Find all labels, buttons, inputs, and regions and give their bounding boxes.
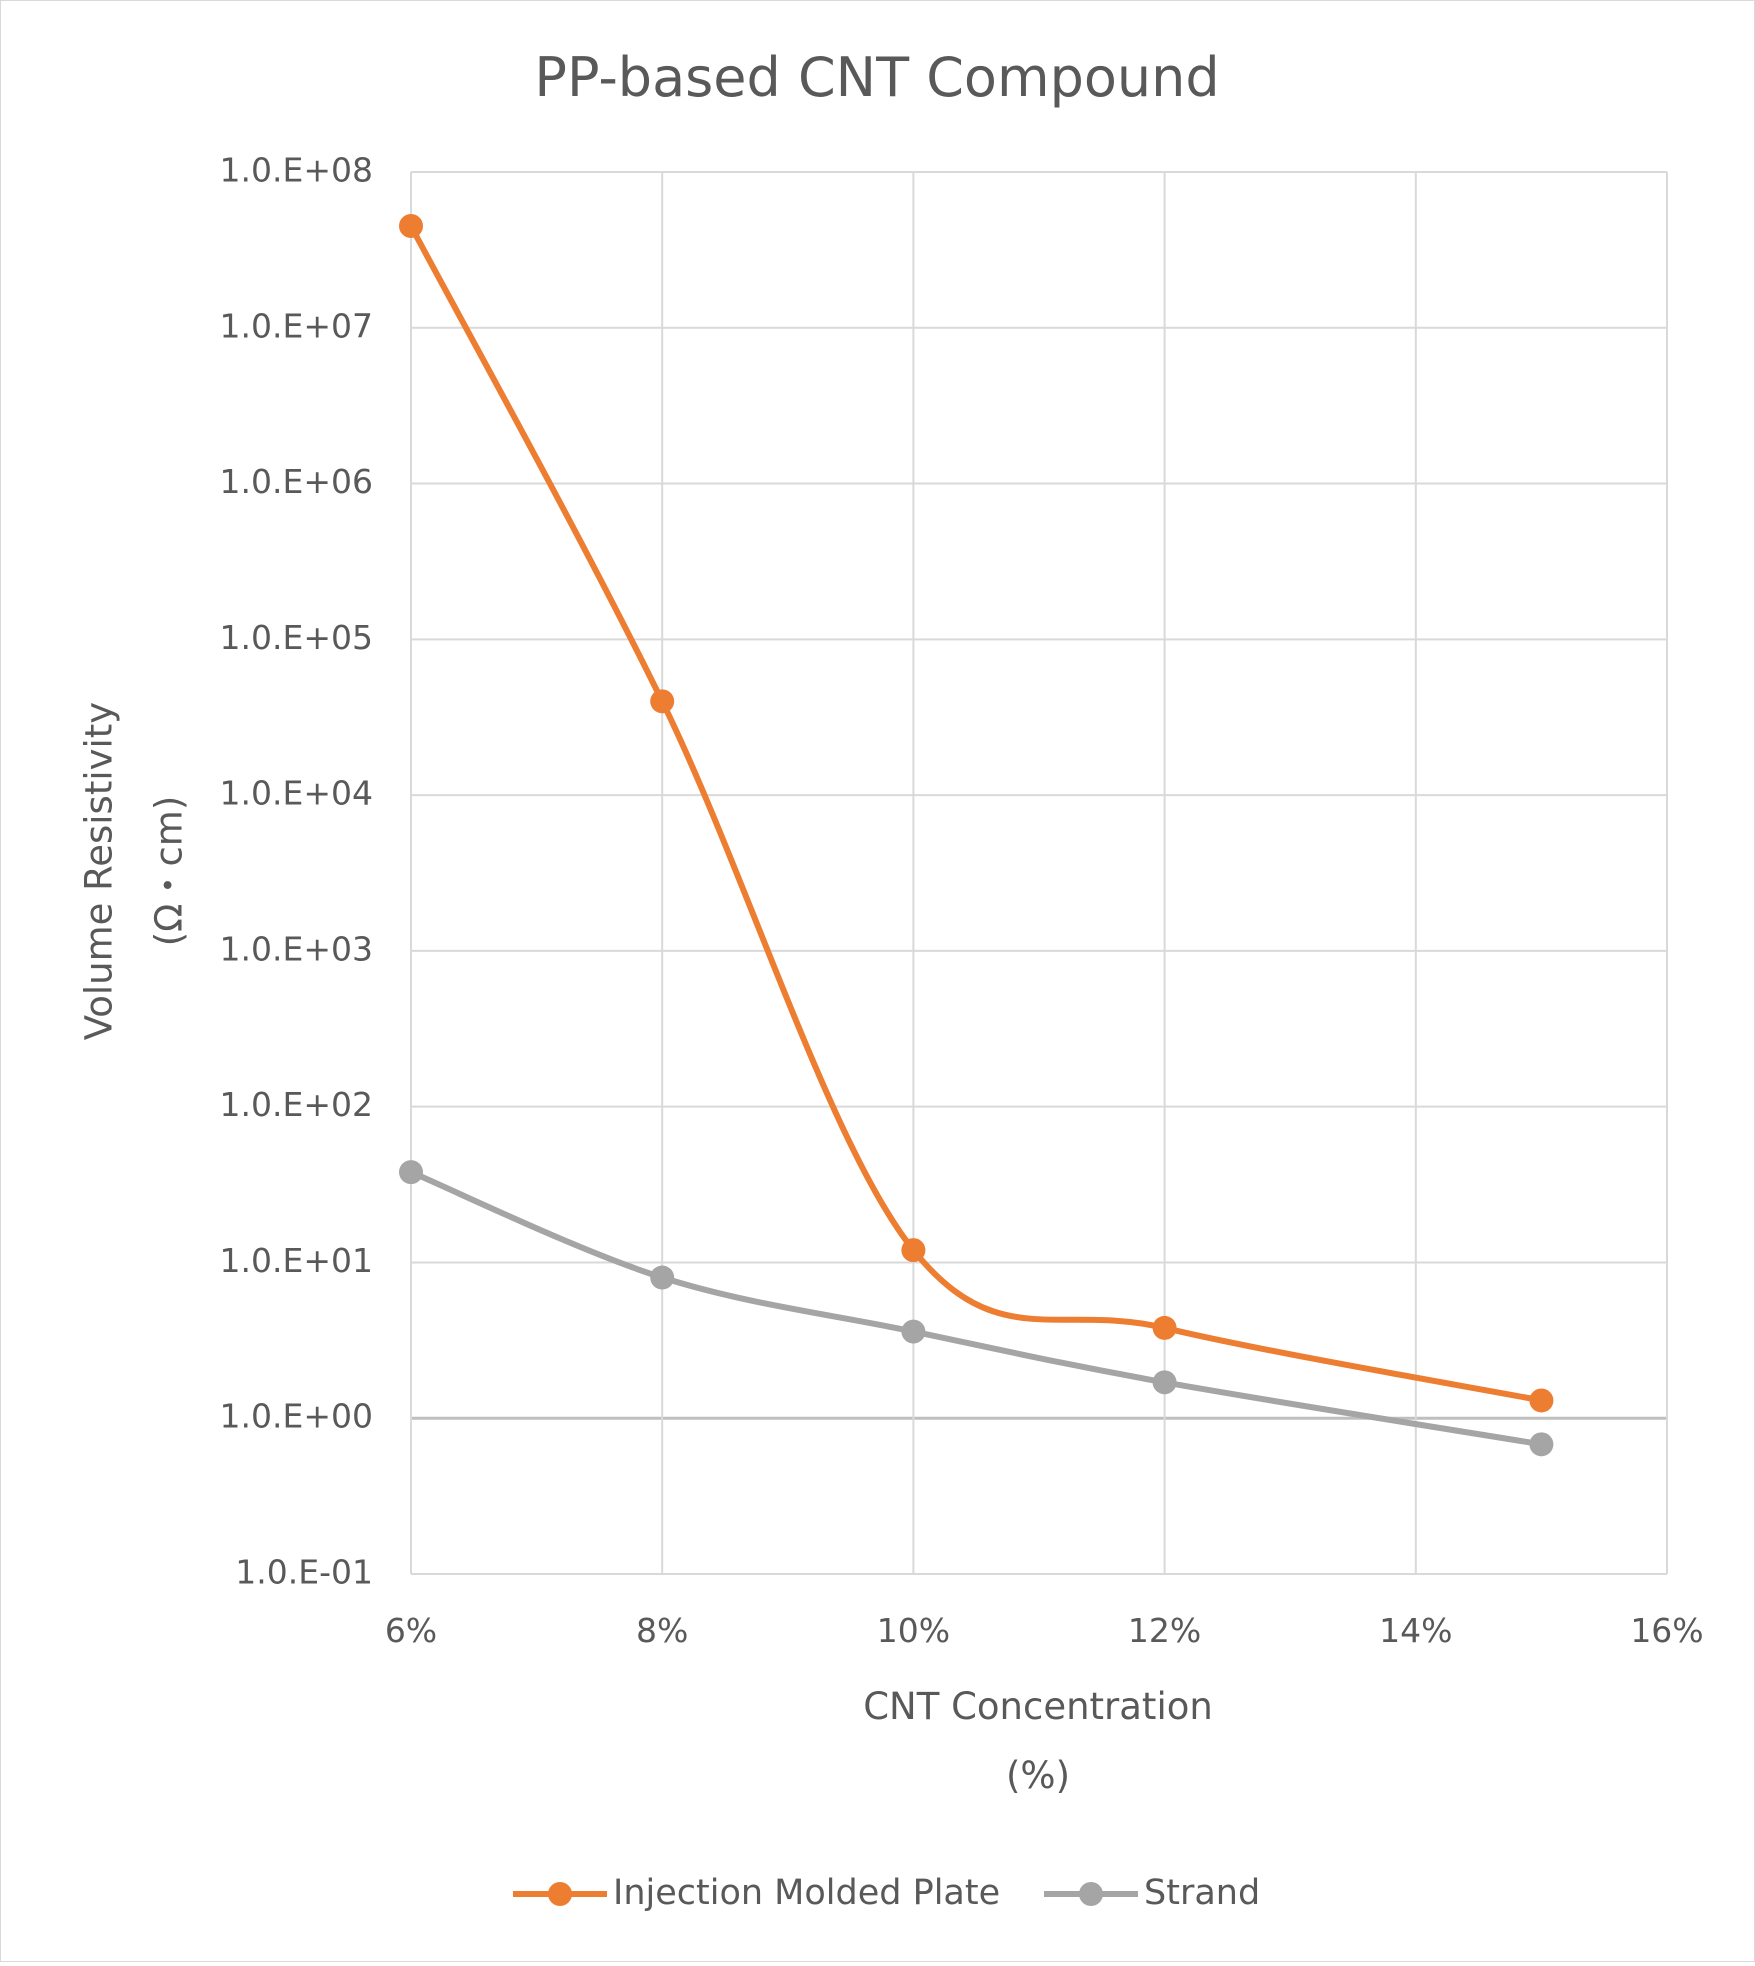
data-point-injection-molded-plate (901, 1238, 926, 1263)
series-line-strand (408, 1169, 1545, 1448)
legend-label: Injection Molded Plate (613, 1873, 1000, 1913)
data-point-strand (650, 1265, 675, 1290)
x-tick-label: 14% (1379, 1611, 1452, 1650)
gridlines (410, 171, 1668, 1575)
series-strand (399, 1160, 1554, 1457)
legend-item-injection-molded-plate: Injection Molded Plate (513, 1873, 1000, 1913)
data-point-injection-molded-plate (650, 689, 675, 714)
y-tick-label: 1.0.E+03 (220, 929, 373, 968)
x-tick-label: 10% (877, 1611, 950, 1650)
x-axis-label-line1: CNT Concentration (863, 1685, 1213, 1728)
legend-swatch-marker (548, 1882, 572, 1906)
y-axis-label: Volume Resistivity (Ω・cm) (78, 702, 191, 1040)
y-axis-label-line1: Volume Resistivity (78, 702, 121, 1040)
x-tick-label: 12% (1128, 1611, 1201, 1650)
series-layer (399, 214, 1554, 1457)
data-point-strand (901, 1319, 926, 1344)
x-tick-label: 16% (1630, 1611, 1703, 1650)
data-point-strand (399, 1160, 423, 1185)
data-point-injection-molded-plate (1529, 1388, 1554, 1413)
y-tick-label: 1.0.E+07 (220, 306, 373, 345)
data-point-strand (1152, 1370, 1177, 1395)
x-axis-ticks: 6% 8% 10% 12% 14% 16% (385, 1611, 1704, 1650)
y-tick-label: 1.0.E+04 (220, 774, 373, 813)
legend: Injection Molded Plate Strand (513, 1873, 1260, 1913)
x-axis-label-line2: (%) (1006, 1754, 1070, 1797)
data-point-strand (1529, 1432, 1554, 1457)
y-tick-label: 1.0.E-01 (235, 1553, 373, 1592)
x-tick-label: 6% (385, 1611, 437, 1650)
y-axis-label-line2: (Ω・cm) (148, 796, 191, 947)
y-tick-label: 1.0.E+01 (220, 1241, 373, 1280)
y-tick-label: 1.0.E+05 (220, 618, 373, 657)
series-injection-molded-plate (399, 214, 1554, 1413)
legend-item-strand: Strand (1044, 1873, 1260, 1913)
legend-swatch-marker (1079, 1882, 1103, 1906)
data-point-injection-molded-plate (1152, 1315, 1177, 1340)
chart-title: PP-based CNT Compound (534, 46, 1219, 109)
series-line-injection-molded-plate (408, 223, 1545, 1404)
y-tick-label: 1.0.E+02 (220, 1085, 373, 1124)
y-axis-ticks: 1.0.E-01 1.0.E+00 1.0.E+01 1.0.E+02 1.0.E+03… (220, 151, 373, 1592)
y-tick-label: 1.0.E+00 (220, 1397, 373, 1436)
x-tick-label: 8% (636, 1611, 688, 1650)
legend-label: Strand (1144, 1873, 1260, 1913)
data-point-injection-molded-plate (399, 214, 423, 239)
y-tick-label: 1.0.E+06 (220, 462, 373, 501)
y-tick-label: 1.0.E+08 (220, 151, 373, 190)
